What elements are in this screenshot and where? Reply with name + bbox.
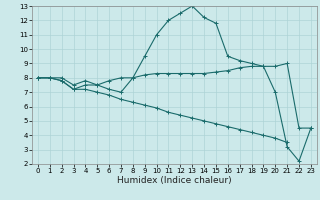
X-axis label: Humidex (Indice chaleur): Humidex (Indice chaleur) bbox=[117, 176, 232, 185]
